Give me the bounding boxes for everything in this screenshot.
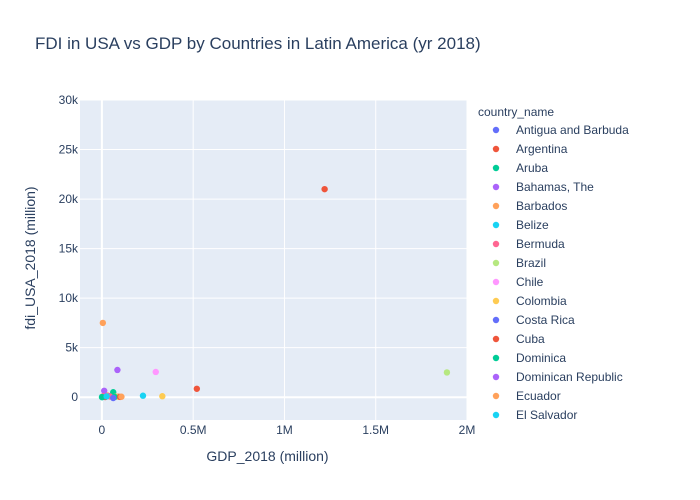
- chart-title: FDI in USA vs GDP by Countries in Latin …: [35, 34, 481, 53]
- x-tick-label: 1M: [276, 423, 293, 437]
- legend-marker: [492, 145, 500, 153]
- legend-marker: [492, 259, 500, 267]
- legend-marker: [492, 411, 500, 419]
- legend-marker: [492, 373, 500, 381]
- legend-label: Bermuda: [516, 237, 565, 251]
- legend-item[interactable]: Colombia: [492, 294, 567, 308]
- grid: [80, 99, 468, 420]
- legend-label: Brazil: [516, 256, 546, 270]
- y-tick-label: 20k: [59, 192, 79, 206]
- y-tick-label: 15k: [59, 242, 79, 256]
- x-tick-label: 2M: [459, 423, 476, 437]
- legend-item[interactable]: Dominican Republic: [492, 370, 623, 384]
- legend-item[interactable]: Aruba: [492, 161, 549, 175]
- legend-marker: [492, 354, 500, 362]
- legend[interactable]: country_name Antigua and Barbuda Argentin…: [478, 105, 629, 422]
- legend-item[interactable]: Costa Rica: [492, 313, 575, 327]
- legend-label: Cuba: [516, 332, 545, 346]
- legend-item[interactable]: Ecuador: [492, 389, 561, 403]
- legend-item[interactable]: Bermuda: [492, 237, 565, 251]
- legend-label: Aruba: [516, 161, 548, 175]
- legend-item[interactable]: Antigua and Barbuda: [492, 123, 629, 137]
- data-point[interactable]: [103, 393, 110, 400]
- data-point[interactable]: [193, 385, 201, 392]
- legend-item[interactable]: Belize: [492, 218, 549, 232]
- legend-label: Antigua and Barbuda: [516, 123, 629, 137]
- legend-label: El Salvador: [516, 408, 577, 422]
- legend-marker: [492, 126, 500, 134]
- legend-label: Argentina: [516, 142, 568, 156]
- x-tick-label: 0: [99, 423, 106, 437]
- axis-ticks: 0 5k 10k 15k 20k 25k 30k 0 0.5M 1M 1.5M 2M: [59, 93, 476, 437]
- legend-marker: [492, 183, 500, 191]
- legend-marker: [492, 221, 500, 229]
- x-axis-title: GDP_2018 (million): [206, 448, 328, 464]
- y-tick-label: 10k: [59, 291, 79, 305]
- legend-marker: [492, 278, 500, 286]
- legend-label: Chile: [516, 275, 544, 289]
- data-point[interactable]: [100, 387, 108, 394]
- legend-item[interactable]: Cuba: [492, 332, 545, 346]
- legend-item[interactable]: Dominica: [492, 351, 567, 365]
- plot-area: [80, 100, 467, 420]
- legend-title: country_name: [478, 105, 554, 119]
- y-tick-label: 5k: [65, 341, 79, 355]
- data-point[interactable]: [118, 393, 125, 400]
- y-axis-title: fdi_USA_2018 (million): [22, 186, 38, 329]
- data-point[interactable]: [152, 368, 159, 376]
- legend-label: Ecuador: [516, 389, 561, 403]
- y-tick-label: 0: [71, 390, 78, 404]
- x-tick-label: 0.5M: [180, 423, 207, 437]
- data-point[interactable]: [159, 393, 166, 400]
- legend-label: Bahamas, The: [516, 180, 594, 194]
- legend-marker: [492, 164, 500, 172]
- legend-item[interactable]: Bahamas, The: [492, 180, 594, 194]
- legend-label: Costa Rica: [516, 313, 575, 327]
- legend-item[interactable]: El Salvador: [492, 408, 578, 422]
- legend-item[interactable]: Argentina: [492, 142, 568, 156]
- legend-marker: [492, 316, 500, 324]
- legend-item[interactable]: Brazil: [492, 256, 546, 270]
- legend-marker: [492, 240, 500, 248]
- legend-item[interactable]: Barbados: [492, 199, 568, 213]
- data-point[interactable]: [99, 319, 107, 327]
- legend-marker: [492, 202, 500, 210]
- data-point[interactable]: [114, 366, 121, 374]
- data-points: [98, 185, 451, 402]
- y-tick-label: 25k: [59, 143, 79, 157]
- legend-label: Belize: [516, 218, 549, 232]
- legend-marker: [492, 392, 500, 400]
- legend-label: Barbados: [516, 199, 567, 213]
- y-tick-label: 30k: [59, 93, 79, 107]
- data-point[interactable]: [321, 185, 328, 193]
- legend-marker: [492, 297, 500, 305]
- legend-item[interactable]: Chile: [492, 275, 544, 289]
- data-point[interactable]: [443, 369, 451, 376]
- legend-label: Dominica: [516, 351, 566, 365]
- data-point[interactable]: [139, 392, 147, 399]
- data-point[interactable]: [110, 394, 117, 402]
- legend-label: Dominican Republic: [516, 370, 623, 384]
- x-tick-label: 1.5M: [362, 423, 389, 437]
- legend-marker: [492, 335, 500, 343]
- legend-label: Colombia: [516, 294, 567, 308]
